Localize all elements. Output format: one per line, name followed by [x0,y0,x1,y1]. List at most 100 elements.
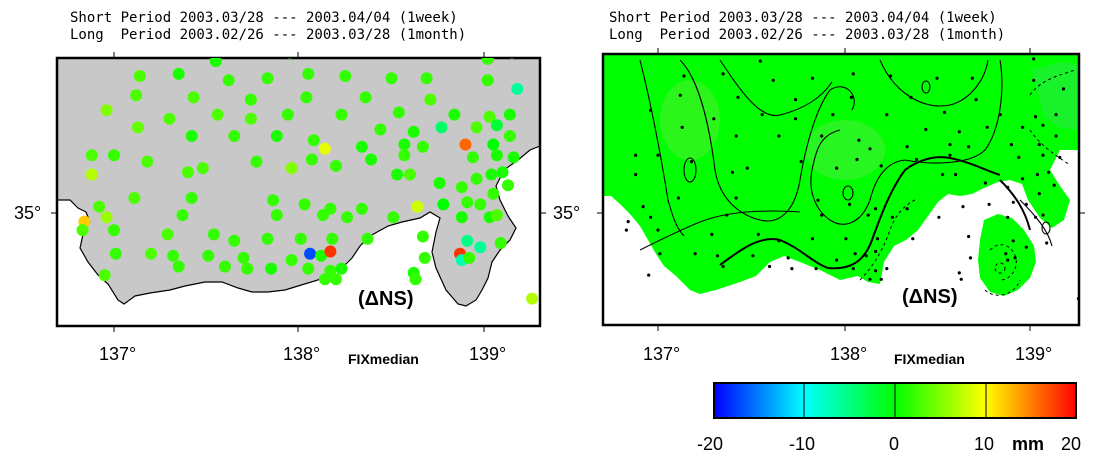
colorbar-unit: mm [1012,434,1044,454]
station-marker [176,209,189,222]
station-marker [161,228,174,241]
station-point [814,267,818,271]
station-marker [416,230,429,243]
station-point [634,172,638,177]
station-marker [404,168,416,181]
station-marker [420,72,433,85]
station-marker [305,153,318,166]
colorbar-tick-0: 0 [889,434,899,454]
station-point [1021,125,1025,129]
station-point [866,213,870,217]
left-x-tick-139: 139° [469,344,506,364]
station-marker [503,108,516,121]
left-x-tick-137: 137° [99,344,136,364]
station-marker [207,228,220,241]
station-point [624,228,629,232]
station-point [820,134,824,138]
station-marker [132,121,144,134]
station-marker [187,91,200,104]
station-marker [470,121,483,134]
station-point [968,256,973,260]
station-point [799,160,803,164]
station-point [680,125,684,129]
station-marker [285,254,298,267]
station-point [810,237,815,241]
station-marker [250,155,263,168]
station-point [734,134,738,138]
station-point [777,239,781,243]
station-marker [172,260,185,273]
station-point [864,254,868,258]
station-point [1032,57,1036,61]
right-y-tick: 35° [553,203,580,223]
station-point [634,153,638,157]
station-marker [411,200,424,213]
right-station-dots [624,47,1079,301]
station-marker [461,234,474,247]
station-marker [196,162,209,175]
station-point [948,142,952,147]
station-marker [228,130,241,142]
station-point [1052,183,1056,187]
station-marker [365,153,378,166]
station-marker [330,159,342,172]
station-marker [455,181,468,194]
station-marker [339,70,352,82]
station-point [849,95,854,99]
right-component-label: (ΔNS) [902,286,957,308]
station-point [942,110,947,114]
station-marker [202,249,215,262]
station-point [934,47,937,50]
station-point [745,166,749,170]
station-point [1009,142,1014,147]
station-marker [359,91,372,104]
station-point [879,277,883,281]
station-point [1006,258,1010,262]
station-point [715,254,720,258]
station-marker [265,262,278,275]
station-point [875,237,880,241]
station-point [851,72,855,76]
station-point [678,93,682,97]
station-point [987,202,991,206]
station-point [911,237,915,241]
station-point [1041,153,1045,157]
station-marker [318,142,331,155]
right-map-frame [601,52,1081,327]
station-point [794,98,798,102]
station-marker [172,67,185,80]
station-marker [469,44,481,56]
station-point [1006,215,1010,219]
station-marker [100,211,113,224]
station-point [656,153,660,157]
station-marker [355,202,368,215]
station-point [971,49,974,52]
station-marker [108,149,120,162]
station-marker [483,110,496,123]
station-marker [163,112,176,125]
colorbar-tick-minus20: -20 [697,434,723,454]
station-marker [334,44,346,56]
station-point [693,252,697,256]
station-marker [317,209,329,222]
station-marker [392,106,405,119]
station-point [1047,170,1051,174]
station-marker [294,232,307,245]
station-marker [143,44,155,56]
station-marker [461,196,474,209]
station-marker [270,209,283,222]
station-point [848,202,852,206]
station-marker [490,119,503,132]
station-point [948,153,952,157]
station-marker [128,192,141,204]
station-marker [330,273,342,286]
station-point [1045,241,1049,245]
station-point [810,76,815,80]
station-point [874,269,878,273]
station-marker [470,172,483,185]
station-point [1037,142,1041,147]
station-point [890,215,895,219]
station-marker [244,93,257,106]
station-marker [211,108,224,121]
station-marker [326,232,339,245]
